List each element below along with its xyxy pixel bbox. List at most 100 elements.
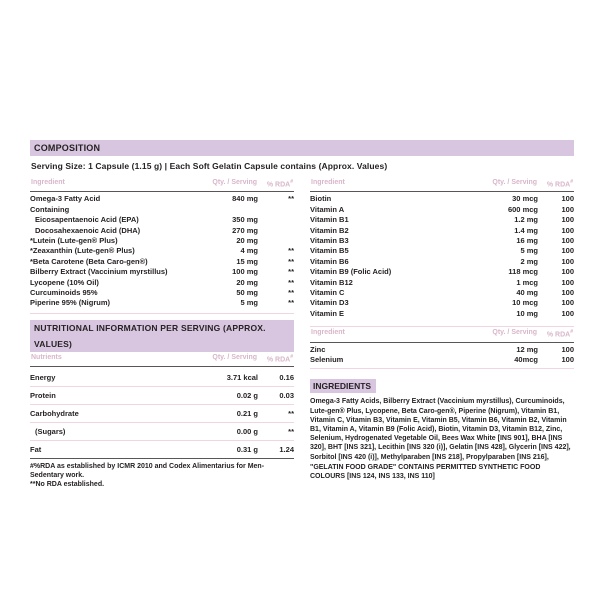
ingredient-rda: 100 — [561, 354, 574, 364]
ingredient-qty: 10 mg — [516, 308, 538, 318]
ingredient-name: Biotin — [310, 194, 332, 204]
header-ingredient: Ingredient — [311, 179, 345, 186]
table-row: Bilberry Extract (Vaccinium myrstillus) … — [30, 267, 294, 277]
table-row: Vitamin E 10 mg 100 — [310, 309, 574, 319]
table-row: Eicosapentaenoic Acid (EPA) 350 mg — [30, 215, 294, 225]
ingredient-rda: 100 — [561, 215, 574, 225]
table-row: Omega-3 Fatty Acid 840 mg ** — [30, 194, 294, 204]
table-row: Biotin 30 mcg 100 — [310, 194, 574, 204]
header-qty-serving: Qty. / Serving — [212, 179, 257, 186]
table-row: Vitamin D3 10 mcg 100 — [310, 298, 574, 308]
table-row: Carbohydrate 0.21 g ** — [30, 405, 294, 424]
ingredient-name: *Beta Carotene (Beta Caro-gen®) — [30, 256, 148, 266]
ingredient-name: Vitamin B3 — [310, 235, 349, 245]
ingredient-rda: ** — [288, 246, 294, 256]
footnote-no-rda: **No RDA established. — [30, 481, 105, 489]
composition-left-header: Ingredient Qty. / Serving % RDA# — [30, 177, 294, 193]
ingredient-name: Vitamin B2 — [310, 225, 349, 235]
table-row: Fat 0.31 g 1.24 — [30, 441, 294, 460]
ingredient-qty: 1.4 mg — [514, 225, 538, 235]
nutrient-qty: 0.31 g — [236, 444, 258, 454]
supplement-label: COMPOSITION Serving Size: 1 Capsule (1.1… — [30, 140, 574, 489]
nutrient-rda: 0.16 — [279, 372, 294, 382]
table-row: Curcuminoids 95% 50 mg ** — [30, 288, 294, 298]
table-row: Energy 3.71 kcal 0.16 — [30, 369, 294, 388]
table-row: Zinc 12 mg 100 — [310, 345, 574, 355]
minerals-table: Zinc 12 mg 100 Selenium 40mcg 100 — [310, 343, 574, 370]
ingredient-rda: 100 — [561, 194, 574, 204]
header-qty-serving: Qty. / Serving — [212, 353, 257, 361]
ingredients-section-title: INGREDIENTS — [310, 379, 377, 394]
ingredient-rda: ** — [288, 277, 294, 287]
header-rda: % RDA# — [266, 353, 293, 364]
nutrient-name: Carbohydrate — [30, 408, 79, 418]
table-row: Selenium 40mcg 100 — [310, 355, 574, 365]
rda-footnotes: #%RDA as established by ICMR 2010 and Co… — [30, 462, 294, 489]
ingredient-rda: ** — [288, 287, 294, 297]
nutrition-section-title: NUTRITIONAL INFORMATION PER SERVING (APP… — [30, 319, 294, 352]
ingredient-name: Zinc — [310, 344, 326, 354]
ingredient-qty: 15 mg — [236, 256, 258, 266]
ingredient-rda: 100 — [561, 256, 574, 266]
nutrient-rda: 1.24 — [279, 444, 294, 454]
footnote-rda-source: #%RDA as established by ICMR 2010 and Co… — [30, 463, 265, 480]
table-row: Vitamin B5 5 mg 100 — [310, 246, 574, 256]
ingredient-rda — [258, 226, 294, 236]
ingredient-name: Bilberry Extract (Vaccinium myrstillus) — [30, 267, 168, 277]
ingredient-qty: 2 mg — [520, 256, 538, 266]
ingredient-name: Docosahexaenoic Acid (DHA) — [35, 225, 141, 235]
ingredient-qty: 5 mg — [520, 246, 538, 256]
ingredient-rda: 100 — [561, 344, 574, 354]
ingredient-name: *Zeaxanthin (Lute-gen® Plus) — [30, 246, 135, 256]
ingredient-qty: 5 mg — [240, 298, 258, 308]
nutrient-rda: 0.03 — [279, 390, 294, 400]
ingredient-qty: 1.2 mg — [514, 215, 538, 225]
nutrient-qty: 0.00 g — [236, 426, 258, 436]
ingredients-paragraph: Omega-3 Fatty Acids, Bilberry Extract (V… — [310, 398, 571, 461]
ingredient-name: *Lutein (Lute-gen® Plus) — [30, 235, 118, 245]
table-row: Vitamin B1 1.2 mg 100 — [310, 215, 574, 225]
ingredient-rda: ** — [288, 298, 294, 308]
nutrient-name: Energy — [30, 372, 56, 382]
header-qty-serving: Qty. / Serving — [492, 179, 537, 186]
minerals-header: Ingredient Qty. / Serving % RDA# — [310, 326, 574, 343]
composition-right-header: Ingredient Qty. / Serving % RDA# — [310, 177, 574, 193]
table-row: *Lutein (Lute-gen® Plus) 20 mg — [30, 236, 294, 246]
nutrient-name: Protein — [30, 390, 56, 400]
ingredient-qty: 20 mg — [236, 235, 258, 245]
ingredient-name: Vitamin B6 — [310, 256, 349, 266]
nutrient-qty: 0.02 g — [236, 390, 258, 400]
ingredient-qty — [180, 205, 258, 215]
ingredient-name: Piperine 95% (Nigrum) — [30, 298, 111, 308]
ingredient-qty: 100 mg — [232, 267, 258, 277]
table-row: Vitamin C 40 mg 100 — [310, 288, 574, 298]
header-rda: % RDA# — [546, 179, 573, 189]
ingredient-qty: 600 mcg — [507, 204, 538, 214]
table-row: Vitamin A 600 mcg 100 — [310, 205, 574, 215]
table-row: *Beta Carotene (Beta Caro-gen®) 15 mg ** — [30, 257, 294, 267]
ingredient-name: Omega-3 Fatty Acid — [30, 194, 101, 204]
composition-section-title: COMPOSITION — [30, 140, 574, 156]
ingredient-qty: 40 mg — [516, 287, 538, 297]
ingredient-qty: 4 mg — [240, 246, 258, 256]
table-row: Docosahexaenoic Acid (DHA) 270 mg — [30, 226, 294, 236]
ingredient-rda: ** — [288, 194, 294, 204]
table-row: (Sugars) 0.00 g ** — [30, 423, 294, 442]
ingredient-name: Vitamin A — [310, 204, 345, 214]
ingredient-rda: 100 — [561, 287, 574, 297]
ingredient-qty: 118 mcg — [508, 267, 538, 277]
ingredient-rda: 100 — [561, 225, 574, 235]
ingredient-name: Curcuminoids 95% — [30, 287, 98, 297]
composition-left-table: Omega-3 Fatty Acid 840 mg ** Containing … — [30, 192, 294, 314]
nutrition-header: Nutrients Qty. / Serving % RDA# — [30, 352, 294, 368]
table-row: Piperine 95% (Nigrum) 5 mg ** — [30, 298, 294, 308]
table-row: Lycopene (10% Oil) 20 mg ** — [30, 278, 294, 288]
ingredient-rda — [258, 236, 294, 246]
header-nutrients: Nutrients — [31, 353, 62, 361]
ingredient-name: Vitamin C — [310, 287, 345, 297]
ingredient-name: Containing — [30, 204, 70, 214]
table-row: Vitamin B3 16 mg 100 — [310, 236, 574, 246]
nutrient-rda: ** — [288, 426, 294, 436]
ingredient-rda: 100 — [561, 267, 574, 277]
ingredient-name: Eicosapentaenoic Acid (EPA) — [35, 215, 139, 225]
